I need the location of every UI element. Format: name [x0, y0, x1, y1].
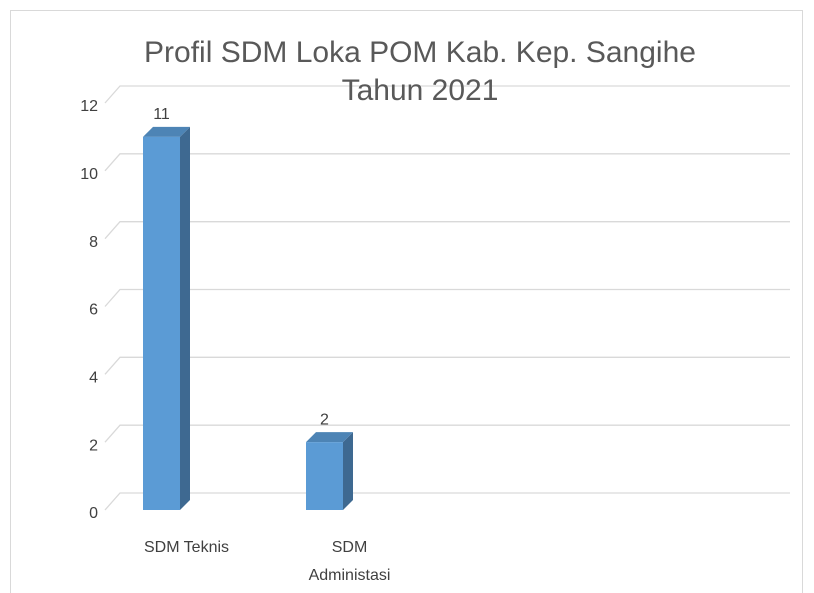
grid-line: [104, 85, 790, 104]
x-tick-label: SDM Teknis: [143, 539, 230, 556]
bar: [143, 126, 190, 511]
bar-face: [180, 126, 190, 511]
y-tick-label: 2: [89, 437, 98, 454]
x-tick-label: SDM Administasi: [308, 539, 391, 584]
grid-line: [104, 492, 790, 511]
bar: [306, 432, 353, 510]
y-tick-label: 10: [80, 166, 98, 183]
grid-line: [104, 288, 790, 307]
data-label: 2: [320, 411, 329, 428]
bar-face: [143, 126, 190, 137]
grid-line: [104, 153, 790, 172]
chart-border: [10, 10, 803, 593]
bar-face: [306, 432, 353, 443]
grid-line: [104, 221, 790, 240]
grid-line: [104, 356, 790, 375]
y-tick-label: 0: [89, 505, 98, 522]
y-tick-label: 12: [80, 98, 98, 115]
data-label: 11: [153, 106, 170, 123]
bar-face: [343, 432, 353, 510]
chart-title: Profil SDM Loka POM Kab. Kep. Sangihe Ta…: [144, 36, 696, 107]
y-tick-label: 8: [89, 234, 98, 251]
y-tick-label: 4: [89, 370, 98, 387]
grid-line: [104, 424, 790, 443]
y-tick-label: 6: [89, 302, 98, 319]
bar-face: [143, 136, 180, 510]
bar-face: [306, 442, 343, 510]
